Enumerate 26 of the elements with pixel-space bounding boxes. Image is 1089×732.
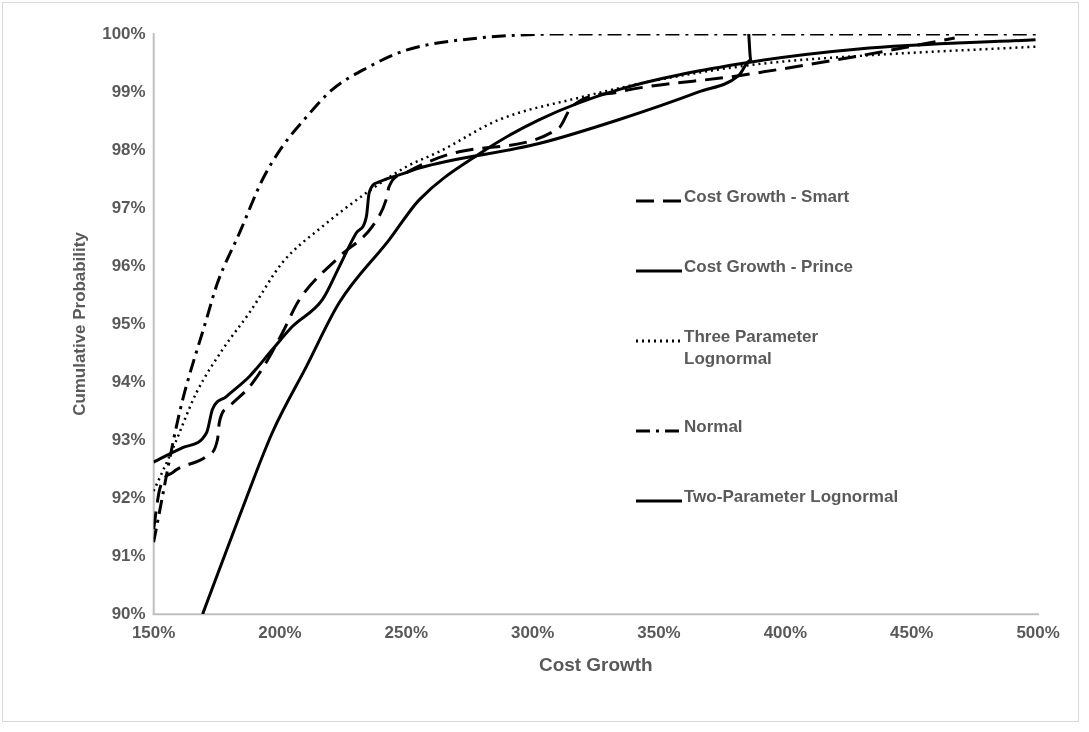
legend-label: Three Parameter Lognormal (684, 326, 820, 370)
y-tick-label: 94% (111, 371, 146, 391)
y-tick-label: 93% (111, 429, 146, 449)
legend-label: Normal (684, 416, 744, 438)
y-tick-label: 95% (111, 313, 146, 333)
y-tick-label: 99% (111, 81, 146, 101)
x-tick-label: 150% (131, 622, 176, 642)
legend-label: Cost Growth - Smart (684, 186, 851, 208)
y-tick-label: 100% (102, 23, 146, 43)
x-tick-label: 400% (763, 622, 808, 642)
x-tick-label: 300% (510, 622, 555, 642)
legend-label: Cost Growth - Prince (684, 256, 855, 278)
x-axis-title: Cost Growth (539, 653, 653, 675)
x-tick-label: 200% (258, 622, 302, 642)
y-tick-label: 98% (111, 139, 146, 159)
x-tick-label: 250% (384, 622, 428, 642)
legend-label: Two-Parameter Lognormal (684, 486, 900, 508)
y-tick-label: 91% (111, 545, 146, 565)
x-tick-label: 500% (1016, 622, 1060, 642)
x-tick-label: 450% (890, 622, 934, 642)
y-tick-label: 90% (111, 603, 146, 623)
y-tick-label: 92% (111, 487, 146, 507)
y-tick-label: 97% (111, 197, 146, 217)
y-tick-label: 96% (111, 255, 146, 275)
y-axis-title: Cumulative Probability (69, 231, 89, 416)
x-tick-label: 350% (637, 622, 681, 642)
